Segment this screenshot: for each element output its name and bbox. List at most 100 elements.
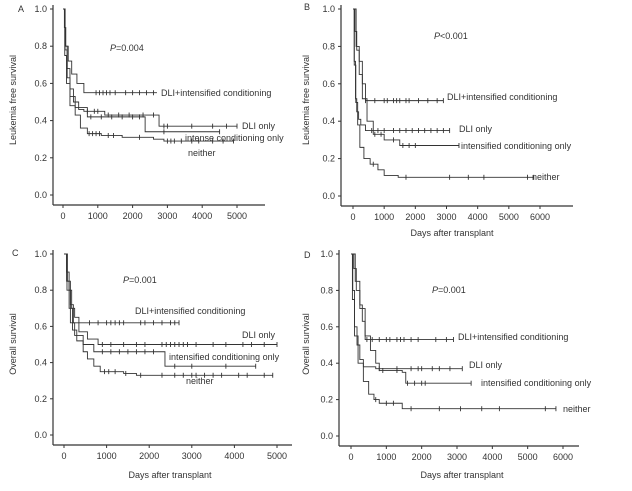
series-dli-only: DLI only — [64, 253, 278, 347]
y-tick-label: 0.0 — [320, 431, 333, 441]
x-tick-label: 3000 — [182, 451, 202, 461]
x-tick-label: 6000 — [530, 212, 550, 222]
x-tick-label: 0 — [60, 211, 65, 221]
p-value: P<0.001 — [434, 31, 468, 41]
x-tick-label: 0 — [350, 212, 355, 222]
y-tick-label: 0.0 — [34, 430, 47, 440]
survival-curve — [351, 253, 472, 384]
panel-c: C 0.0 0.2 0.4 0.6 0.8 1.0 0 1000 2000 3000 4000 5000… — [8, 248, 292, 480]
survival-curve — [351, 253, 463, 370]
y-axis-label: Overall survival — [8, 313, 18, 375]
y-tick-label: 0.6 — [322, 79, 335, 89]
y-tick-label: 0.2 — [322, 154, 335, 164]
y-tick-label: 0.4 — [322, 116, 335, 126]
series-label: DLI only — [242, 330, 276, 340]
y-tick-label: 0.4 — [34, 116, 47, 126]
series-neither: neither — [353, 8, 560, 182]
panel-b: B 0.0 0.2 0.4 0.6 0.8 1.0 0 1000 2000 3000 4000 5000… — [301, 2, 573, 238]
series-dli-only: DLI only — [63, 8, 276, 131]
x-tick-label: 5000 — [227, 211, 247, 221]
y-tick-label: 0.4 — [320, 358, 333, 368]
survival-curve — [351, 253, 454, 340]
x-tick-label: 5000 — [518, 452, 538, 462]
panel-d: D 0.0 0.2 0.4 0.6 0.8 1.0 0 1000 2000 3000 4000 5000… — [301, 249, 592, 480]
x-tick-label: 3000 — [447, 452, 467, 462]
x-tick-label: 2000 — [412, 452, 432, 462]
p-value: P=0.001 — [123, 275, 157, 285]
x-tick-label: 4000 — [468, 212, 488, 222]
x-tick-label: 4000 — [224, 451, 244, 461]
series-label: intense conditioning only — [185, 133, 284, 143]
survival-curve — [351, 253, 556, 410]
y-axis-label: Leukemia free survival — [301, 55, 311, 145]
x-tick-label: 2000 — [123, 211, 143, 221]
series-label: DLI+intensified conditioning — [447, 92, 557, 102]
y-tick-label: 0.8 — [34, 41, 47, 51]
p-value: P=0.004 — [110, 43, 144, 53]
series-neither: neither — [63, 8, 234, 158]
panel-label: D — [304, 250, 311, 260]
series-label: intensified conditioning only — [169, 352, 280, 362]
panel-a: A 0.0 0.2 0.4 0.6 0.8 1.0 0 1000 2000 3000 4000 5000… — [8, 4, 284, 221]
series-dli-intensified-conditioning: DLI+intensified conditioning — [64, 253, 245, 326]
x-tick-label: 6000 — [553, 452, 573, 462]
series-dli-intensified-conditioning: DLI+intensified conditioning — [63, 8, 271, 98]
y-tick-label: 0.6 — [34, 78, 47, 88]
x-tick-label: 5000 — [267, 451, 287, 461]
y-tick-label: 1.0 — [34, 249, 47, 259]
y-tick-label: 0.8 — [320, 285, 333, 295]
survival-curve — [353, 8, 459, 146]
panel-label: C — [12, 248, 19, 258]
series-neither: neither — [64, 253, 274, 386]
series-label: intensified conditioning only — [481, 378, 592, 388]
x-tick-label: 2000 — [139, 451, 159, 461]
p-value: P=0.001 — [432, 285, 466, 295]
series-intensified-conditioning-only: intensified conditioning only — [64, 253, 280, 369]
x-axis-label: Days after transplant — [410, 228, 494, 238]
series-label: neither — [188, 148, 216, 158]
survival-curve — [353, 8, 534, 178]
series-intense-conditioning-only: intense conditioning only — [63, 8, 284, 143]
series-neither: neither — [351, 253, 591, 414]
survival-curve — [63, 8, 234, 142]
y-tick-label: 0.0 — [322, 191, 335, 201]
y-tick-label: 1.0 — [322, 4, 335, 14]
y-tick-label: 0.8 — [34, 285, 47, 295]
x-tick-label: 1000 — [97, 451, 117, 461]
y-axis-label: Overall survival — [301, 313, 311, 375]
y-axis-label: Leukemia free survival — [8, 55, 18, 145]
series-label: DLI+intensified conditioning — [458, 332, 568, 342]
series-intensified-conditioning-only: intensified conditioning only — [351, 253, 592, 388]
series-dli-intensified-conditioning: DLI+intensified conditioning — [353, 8, 557, 104]
series-dli-intensified-conditioning: DLI+intensified conditioning — [351, 253, 568, 343]
x-axis-label: Days after transplant — [420, 470, 504, 480]
panel-label: A — [18, 4, 24, 14]
y-tick-label: 0.0 — [34, 190, 47, 200]
x-tick-label: 1000 — [374, 212, 394, 222]
x-tick-label: 0 — [348, 452, 353, 462]
x-tick-label: 3000 — [157, 211, 177, 221]
y-tick-label: 1.0 — [320, 249, 333, 259]
survival-curve — [353, 8, 450, 131]
series-label: DLI only — [469, 360, 503, 370]
x-axis-label: Days after transplant — [128, 470, 212, 480]
y-tick-label: 0.2 — [320, 395, 333, 405]
series-label: intensified conditioning only — [461, 141, 572, 151]
x-tick-label: 0 — [61, 451, 66, 461]
y-tick-label: 0.2 — [34, 153, 47, 163]
series-label: DLI+intensified conditioning — [161, 88, 271, 98]
y-tick-label: 1.0 — [34, 4, 47, 14]
y-tick-label: 0.6 — [34, 321, 47, 331]
series-dli-only: DLI only — [351, 253, 503, 372]
panel-label: B — [304, 2, 310, 12]
x-tick-label: 4000 — [192, 211, 212, 221]
x-tick-label: 1000 — [376, 452, 396, 462]
x-tick-label: 3000 — [436, 212, 456, 222]
series-label: DLI only — [459, 124, 493, 134]
survival-curve — [63, 8, 220, 133]
survival-curve — [64, 253, 273, 376]
y-tick-label: 0.8 — [322, 41, 335, 51]
series-intensified-conditioning-only: intensified conditioning only — [353, 8, 572, 151]
series-label: neither — [532, 172, 560, 182]
